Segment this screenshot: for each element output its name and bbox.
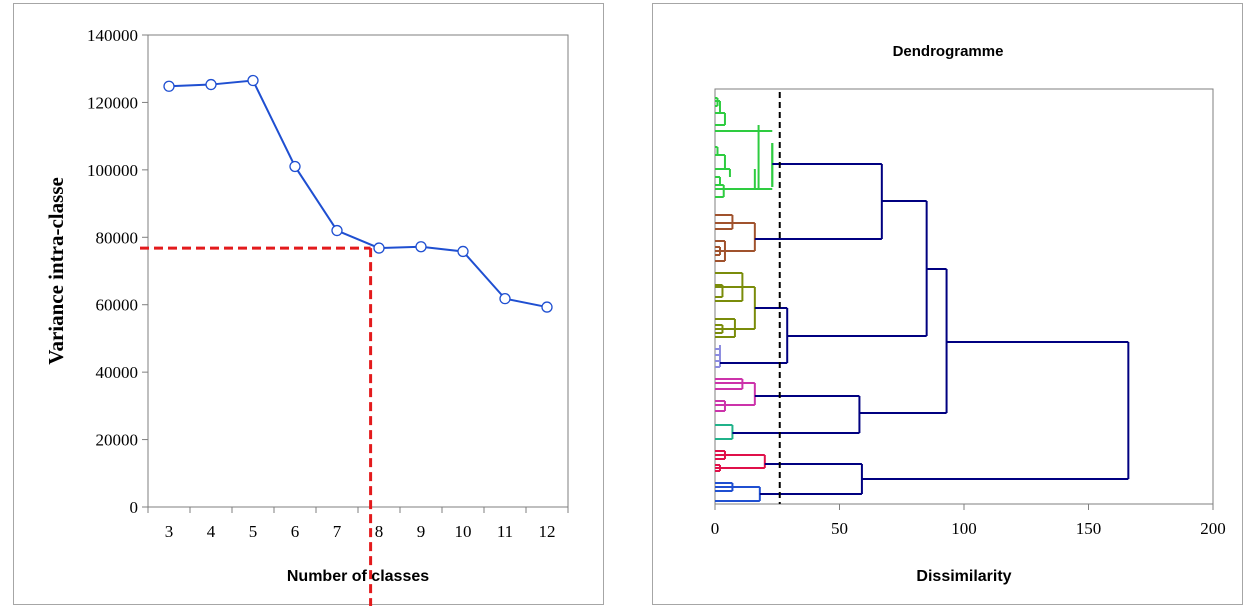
y-tick-label: 20000	[96, 431, 139, 450]
data-point	[415, 241, 427, 253]
x-tick-label: 11	[497, 522, 513, 541]
series-line	[168, 79, 548, 309]
x-tick-label: 12	[539, 522, 556, 541]
line-chart-panel: 0 20000 40000 60000 80000 100000 120000 140000 3…	[13, 3, 604, 606]
x-tick-label: 9	[417, 522, 426, 541]
data-point	[373, 242, 385, 254]
x-tick-label: 50	[831, 519, 848, 538]
line-chart: 0 20000 40000 60000 80000 100000 120000 140000 3…	[44, 26, 569, 606]
plot-area	[147, 34, 569, 508]
data-point	[205, 78, 217, 91]
x-tick-label: 200	[1200, 519, 1226, 538]
y-tick-label: 0	[130, 498, 139, 517]
data-point	[289, 160, 301, 173]
x-tick-label: 5	[249, 522, 258, 541]
dendrogram-panel: 0 50 100 150 200 Dendrogramme Dissimilarity	[652, 3, 1243, 605]
x-tick-label: 10	[455, 522, 472, 541]
x-axis-title: Number of classes	[287, 568, 429, 585]
x-tick-label: 7	[333, 522, 342, 541]
data-point	[541, 301, 553, 313]
plot-area	[714, 88, 1214, 505]
x-tick-label: 3	[165, 522, 174, 541]
data-point	[457, 245, 469, 258]
y-tick-label: 60000	[96, 296, 139, 315]
x-tick-label: 8	[375, 522, 384, 541]
x-tick-label: 150	[1076, 519, 1102, 538]
dendrogram-chart: 0 50 100 150 200 Dendrogramme Dissimilarity	[711, 43, 1226, 585]
y-axis-title: Variance intra-classe	[44, 177, 68, 365]
x-tick-label: 0	[711, 519, 720, 538]
y-tick-label: 140000	[87, 26, 138, 45]
x-tick-label: 100	[951, 519, 977, 538]
chart-title: Dendrogramme	[893, 43, 1004, 60]
x-tick-label: 6	[291, 522, 300, 541]
y-tick-label: 100000	[87, 161, 138, 180]
x-tick-label: 4	[207, 522, 216, 541]
data-point	[331, 224, 343, 237]
y-tick-label: 120000	[87, 93, 138, 112]
x-axis-title: Dissimilarity	[916, 568, 1011, 585]
y-tick-label: 80000	[96, 228, 139, 247]
data-point	[163, 80, 175, 92]
data-point	[499, 292, 511, 305]
y-tick-label: 40000	[96, 363, 139, 382]
data-point	[247, 74, 259, 87]
